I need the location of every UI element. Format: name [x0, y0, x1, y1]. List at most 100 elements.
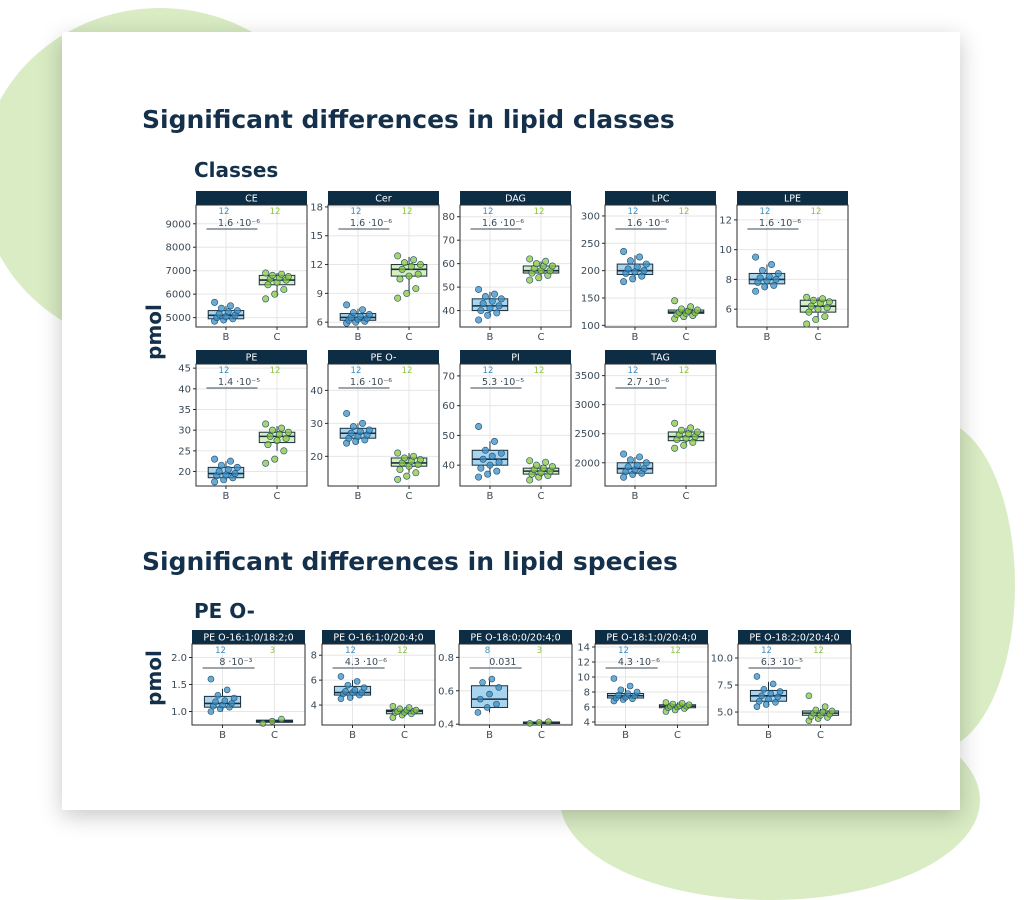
data-point — [497, 295, 505, 303]
x-tick-label: B — [355, 491, 362, 502]
data-point — [280, 447, 288, 455]
group-count-label: 12 — [483, 366, 494, 376]
pvalue-label: 1.6 ·10⁻⁶ — [627, 218, 669, 229]
facet-strip-label: PE O-16:1;0/18:2;0 — [203, 633, 293, 644]
data-point — [642, 459, 650, 467]
y-tick-label: 60 — [442, 401, 455, 412]
data-point — [545, 718, 552, 725]
data-point — [620, 450, 628, 458]
data-point — [640, 465, 648, 473]
y-tick-label: 7.5 — [717, 681, 733, 692]
data-point — [526, 720, 534, 727]
group-count-label: 12 — [270, 366, 281, 376]
y-tick-label: 6 — [311, 676, 317, 687]
data-point — [772, 699, 779, 706]
data-point — [486, 304, 494, 312]
pvalue-label: 0.031 — [489, 657, 516, 668]
y-tick-label: 40 — [442, 461, 455, 472]
panel-border — [458, 643, 573, 726]
y-tick-label: 25 — [178, 446, 191, 457]
data-point — [416, 261, 424, 269]
y-tick-label: 12 — [577, 658, 590, 669]
facet-strip-label: PE O-18:0;0/20:4;0 — [470, 633, 560, 644]
data-point — [343, 301, 351, 309]
data-point — [268, 717, 276, 725]
data-point — [262, 459, 270, 467]
data-point — [481, 292, 489, 300]
data-point — [671, 444, 679, 452]
y-tick-label: 30 — [310, 419, 323, 430]
data-point — [217, 304, 225, 312]
data-point — [474, 709, 482, 716]
data-point — [215, 310, 223, 318]
x-tick-label: B — [622, 730, 629, 741]
y-tick-label: 3000 — [575, 400, 600, 411]
data-point — [477, 464, 485, 472]
group-count-label: 12 — [351, 207, 362, 217]
data-point — [230, 694, 238, 702]
data-point — [221, 697, 229, 705]
data-point — [475, 422, 483, 430]
x-tick-label: C — [815, 332, 822, 343]
y-tick-label: 100 — [581, 321, 600, 332]
x-tick-label: C — [274, 491, 281, 502]
data-point — [389, 703, 397, 710]
y-tick-label: 20 — [178, 467, 191, 478]
x-tick-label: B — [632, 491, 639, 502]
data-point — [481, 446, 489, 454]
data-point — [825, 298, 833, 306]
data-point — [264, 441, 272, 449]
group-count-label: 3 — [537, 646, 542, 656]
data-point — [278, 424, 286, 432]
x-tick-label: B — [764, 332, 771, 343]
y-tick-label: 14 — [577, 643, 590, 654]
data-point — [273, 437, 281, 445]
data-point — [542, 458, 550, 466]
data-point — [342, 688, 349, 695]
facet-strip-label: PI — [511, 353, 520, 364]
facet-panel: PE O-18:2;0/20:4;05.07.510.0B C12 126.3 ·1… — [711, 630, 852, 741]
classes-section-title: Significant differences in lipid classes — [142, 105, 675, 134]
y-tick-label: 9000 — [166, 219, 191, 230]
data-point — [803, 320, 811, 328]
data-point — [224, 465, 232, 473]
data-point — [262, 269, 270, 277]
data-point — [214, 691, 222, 699]
data-point — [231, 470, 239, 478]
data-point — [396, 275, 404, 283]
data-point — [765, 272, 773, 280]
data-point — [633, 688, 641, 696]
y-tick-label: 70 — [442, 236, 455, 247]
y-tick-label: 9 — [317, 289, 323, 300]
y-tick-label: 12 — [310, 260, 323, 271]
data-point — [620, 248, 628, 256]
facet-strip — [605, 350, 716, 364]
facet-strip-label: Cer — [375, 194, 391, 205]
data-point — [662, 699, 670, 706]
data-point — [819, 708, 827, 716]
data-point — [282, 434, 290, 442]
y-tick-label: 2.0 — [171, 653, 187, 664]
data-point — [642, 260, 650, 268]
group-count-label: 12 — [811, 207, 822, 217]
data-point — [259, 720, 267, 727]
data-point — [497, 449, 505, 457]
species-y-axis-label: pmol — [142, 650, 166, 706]
data-point — [526, 276, 534, 284]
y-tick-label: 15 — [310, 231, 323, 242]
data-point — [394, 449, 402, 457]
group-count-label: 12 — [670, 646, 681, 656]
data-point — [677, 305, 685, 313]
data-point — [405, 704, 413, 711]
y-tick-label: 150 — [581, 294, 600, 305]
data-point — [262, 295, 270, 303]
y-tick-label: 8 — [311, 651, 317, 662]
y-tick-label: 2000 — [575, 458, 600, 469]
pvalue-label: 4.3 ·10⁻⁶ — [345, 657, 387, 668]
data-point — [689, 438, 697, 446]
data-point — [264, 281, 272, 289]
